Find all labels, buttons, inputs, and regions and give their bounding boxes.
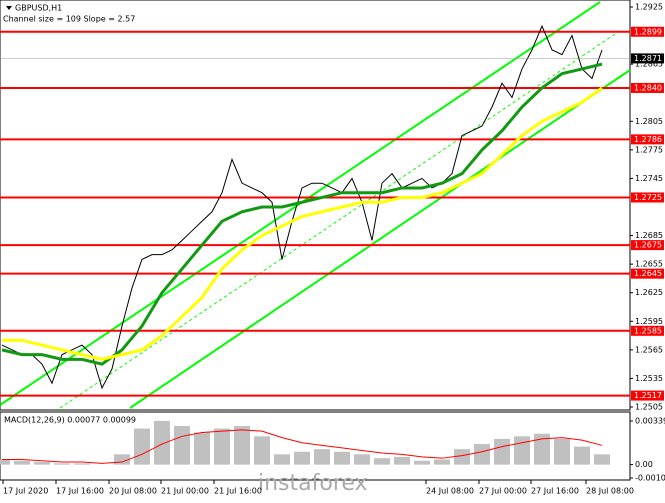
level-label: 1.2840 xyxy=(634,83,662,92)
macd-bar xyxy=(394,456,410,465)
macd-bar xyxy=(354,454,370,465)
level-label-box xyxy=(631,325,664,336)
macd-tick-label: -0.00104 xyxy=(635,474,665,483)
macd-bar xyxy=(154,420,170,465)
symbol: GBPUSD,H1 xyxy=(15,4,62,13)
macd-bar xyxy=(514,436,530,465)
macd-bar xyxy=(294,451,310,465)
macd-bar xyxy=(314,449,330,465)
y-tick-label: 1.2925 xyxy=(635,3,663,12)
macd-bar xyxy=(274,454,290,465)
macd-bar xyxy=(194,432,210,465)
level-label: 1.2585 xyxy=(634,326,662,335)
moving-average xyxy=(1,62,603,366)
level-label-box xyxy=(631,192,664,203)
level-label-box xyxy=(631,390,664,401)
macd-bar xyxy=(34,462,50,465)
y-tick-label: 1.2655 xyxy=(635,260,663,269)
channel-line xyxy=(129,69,631,409)
macd-tick-label: 0.00339 xyxy=(635,417,665,426)
macd-bar xyxy=(374,458,390,465)
price-line xyxy=(1,24,603,390)
x-tick-label: 27 Jul 00:00 xyxy=(479,487,527,496)
y-tick-label: 1.2505 xyxy=(635,403,663,412)
y-tick-label: 1.2685 xyxy=(635,231,663,240)
macd-title: MACD(12,26,9) 0.00077 0.00099 xyxy=(4,416,136,425)
level-label-box xyxy=(631,26,664,37)
level-label: 1.2725 xyxy=(634,193,662,202)
level-label: 1.2786 xyxy=(634,135,662,144)
level-label: 1.2645 xyxy=(634,269,662,278)
macd-bar xyxy=(454,449,470,465)
macd-bar xyxy=(114,454,130,465)
macd-bar xyxy=(174,426,190,465)
price-panel xyxy=(0,0,631,411)
macd-bar xyxy=(334,451,350,465)
macd-tick-label: 0.00 xyxy=(635,460,653,469)
x-tick-label: 17 Jul 2020 xyxy=(3,487,48,496)
x-tick-label: 27 Jul 16:00 xyxy=(531,487,579,496)
x-tick-label: 28 Jul 08:00 xyxy=(586,487,634,496)
macd-bar xyxy=(0,459,10,465)
macd-bar xyxy=(54,463,70,465)
subtitle: Channel size = 109 Slope = 2.57 xyxy=(3,15,135,24)
macd-bar xyxy=(494,438,510,465)
macd-bar xyxy=(14,460,30,465)
y-tick-label: 1.2775 xyxy=(635,145,663,154)
x-tick-label: 20 Jul 08:00 xyxy=(109,487,157,496)
macd-bar xyxy=(474,444,490,465)
current-price-label: 1.2871 xyxy=(634,54,662,63)
level-label: 1.2899 xyxy=(634,27,662,36)
watermark: instaforex xyxy=(258,471,368,496)
macd-bar xyxy=(414,460,430,465)
menu-arrow xyxy=(6,6,12,10)
moving-average xyxy=(2,86,603,361)
macd-bar xyxy=(74,463,90,465)
x-tick-label: 24 Jul 08:00 xyxy=(426,487,474,496)
level-label-box xyxy=(631,82,664,93)
level-label: 1.2517 xyxy=(634,391,662,400)
macd-bar xyxy=(574,446,590,465)
macd-bar xyxy=(214,428,230,465)
current-price-box xyxy=(631,53,664,64)
macd-bar xyxy=(554,438,570,465)
macd-bar xyxy=(234,426,250,465)
macd-bar xyxy=(134,428,150,465)
y-tick-label: 1.2565 xyxy=(635,345,663,354)
x-tick-label: 21 Jul 16:00 xyxy=(214,487,262,496)
y-tick-label: 1.2535 xyxy=(635,374,663,383)
y-tick-label: 1.2595 xyxy=(635,317,663,326)
y-tick-label: 1.2745 xyxy=(635,174,663,183)
x-tick-label: 17 Jul 16:00 xyxy=(56,487,104,496)
level-label-box xyxy=(631,268,664,279)
y-tick-label: 1.2865 xyxy=(635,60,663,69)
x-tick-label: 21 Jul 00:00 xyxy=(161,487,209,496)
macd-signal xyxy=(2,429,603,464)
level-label-box xyxy=(631,240,664,251)
macd-bar xyxy=(254,436,270,465)
macd-bar xyxy=(594,454,610,465)
y-tick-label: 1.2625 xyxy=(635,288,663,297)
macd-bar xyxy=(434,459,450,465)
y-tick-label: 1.2805 xyxy=(635,117,663,126)
level-label: 1.2675 xyxy=(634,241,662,250)
level-label-box xyxy=(631,134,664,145)
macd-bar xyxy=(534,433,550,465)
